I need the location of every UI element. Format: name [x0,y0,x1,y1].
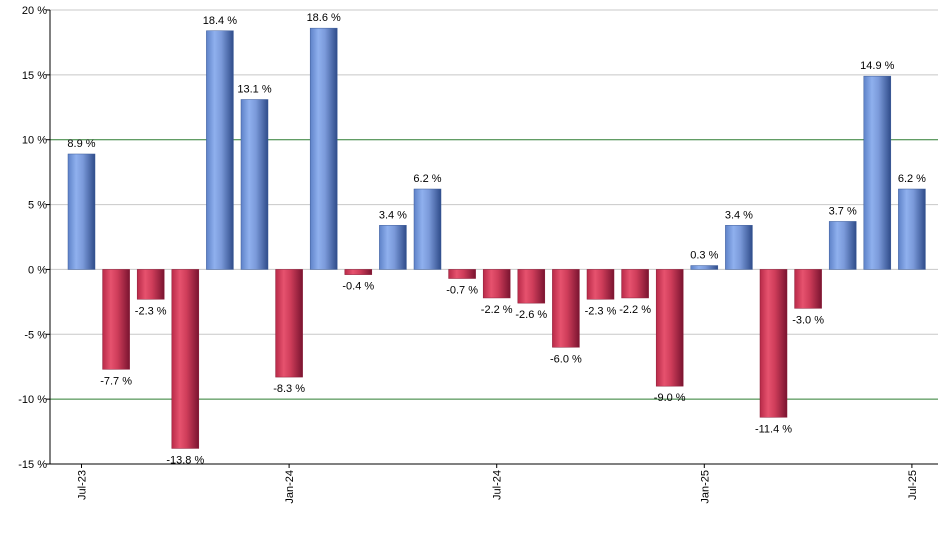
x-tick-label: Jan-24 [284,470,296,504]
data-label: 6.2 % [898,173,926,185]
bar-Feb-25 [725,225,753,270]
x-tick-label: Jul-23 [77,470,89,500]
y-tick-label: -15 % [18,459,47,471]
bar-Apr-25 [794,269,822,309]
bar-Aug-23 [102,269,130,370]
data-label: -13.8 % [166,454,204,466]
data-label: -9.0 % [654,392,686,404]
data-label: 18.6 % [307,12,341,24]
bar-Aug-24 [517,269,546,304]
bar-Nov-24 [621,269,649,299]
data-label: 8.9 % [67,138,95,150]
bar-Jan-24 [275,269,303,378]
bar-May-25 [828,221,857,270]
data-label: -11.4 % [755,423,792,435]
bar-Nov-23 [206,30,234,270]
bar-Jul-25 [898,188,926,270]
y-tick-label: 10 % [22,135,47,147]
bar-Mar-25 [759,269,788,418]
data-label: -2.2 % [481,304,513,316]
data-label: 6.2 % [413,173,441,185]
bar-Jun-25 [863,75,892,270]
data-label: 3.7 % [829,205,857,217]
data-label: 0.3 % [690,250,718,262]
y-tick-label: 15 % [22,70,47,82]
bar-Jan-25 [690,265,719,270]
y-tick-label: -5 % [24,329,47,341]
data-label: 18.4 % [203,15,237,27]
bar-Jul-24 [482,269,511,299]
data-label: -3.0 % [792,314,824,326]
data-label: -8.3 % [273,383,305,395]
data-label: 13.1 % [237,84,271,96]
bar-Jul-23 [67,153,96,270]
data-label: -7.7 % [100,375,132,387]
bar-Jun-24 [448,269,476,279]
data-label: -0.7 % [446,285,478,297]
bar-May-24 [413,188,442,270]
bar-Apr-24 [379,225,407,270]
y-tick-label: 5 % [28,200,47,212]
y-tick-label: 0 % [28,264,47,276]
data-label: -2.3 % [585,305,617,317]
bar-Oct-23 [171,269,200,449]
data-label: -2.3 % [135,305,167,317]
data-labels: 8.9 % -7.7 % -2.3 % -13.8 % 18.4 % 13.1 % -8.3… [67,12,926,466]
data-label: 3.4 % [379,209,407,221]
bars [67,27,926,449]
data-label: 3.4 % [725,209,753,221]
x-tick-label: Jul-25 [907,470,919,500]
data-label: -2.6 % [515,309,547,321]
data-label: -6.0 % [550,353,582,365]
bar-Mar-24 [344,269,373,275]
bar-Oct-24 [586,269,615,300]
axes: 20 % 15 % 10 % 5 % 0 % -5 % -10 % -15 % Jul-23 Ja… [18,5,938,504]
data-label: 14.9 % [860,60,894,72]
data-label: -0.4 % [342,281,374,293]
y-tick-label: 20 % [22,5,47,17]
bar-Dec-24 [655,269,684,387]
data-label: -2.2 % [619,304,651,316]
y-tick-label: -10 % [18,394,47,406]
bar-Dec-23 [240,99,269,270]
x-tick-label: Jul-24 [492,470,504,500]
bar-Sep-23 [136,269,165,300]
bar-Sep-24 [552,269,580,348]
x-tick-label: Jan-25 [699,470,711,504]
bar-Feb-24 [309,27,338,270]
